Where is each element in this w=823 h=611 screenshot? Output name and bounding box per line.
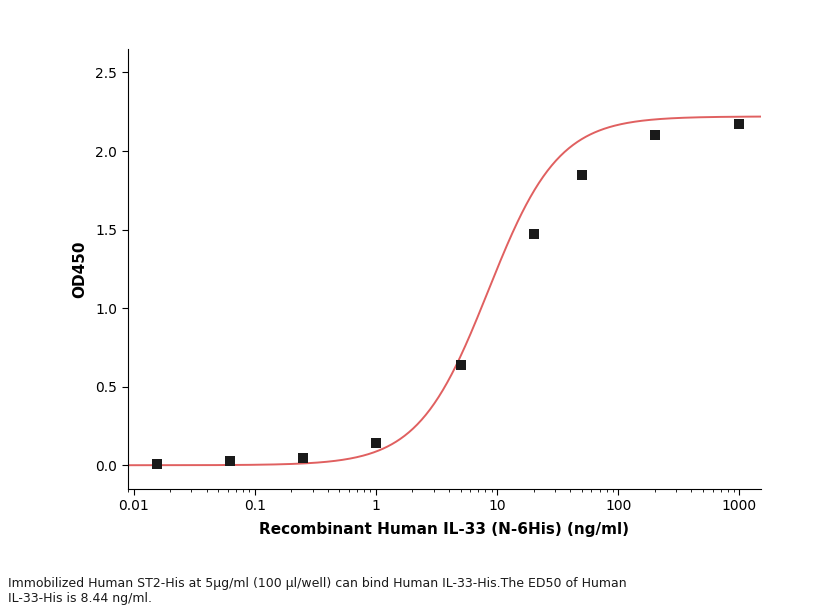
Point	[454, 360, 467, 370]
Point	[649, 130, 662, 140]
X-axis label: Recombinant Human IL-33 (N-6His) (ng/ml): Recombinant Human IL-33 (N-6His) (ng/ml)	[259, 522, 630, 536]
Point	[732, 119, 746, 128]
Point	[575, 170, 588, 180]
Point	[527, 229, 540, 239]
Text: Immobilized Human ST2-His at 5μg/ml (100 μl/well) can bind Human IL-33-His.The E: Immobilized Human ST2-His at 5μg/ml (100…	[8, 577, 627, 605]
Point	[296, 453, 309, 463]
Point	[370, 438, 383, 448]
Point	[151, 459, 164, 469]
Y-axis label: OD450: OD450	[72, 240, 86, 298]
Point	[224, 456, 237, 466]
